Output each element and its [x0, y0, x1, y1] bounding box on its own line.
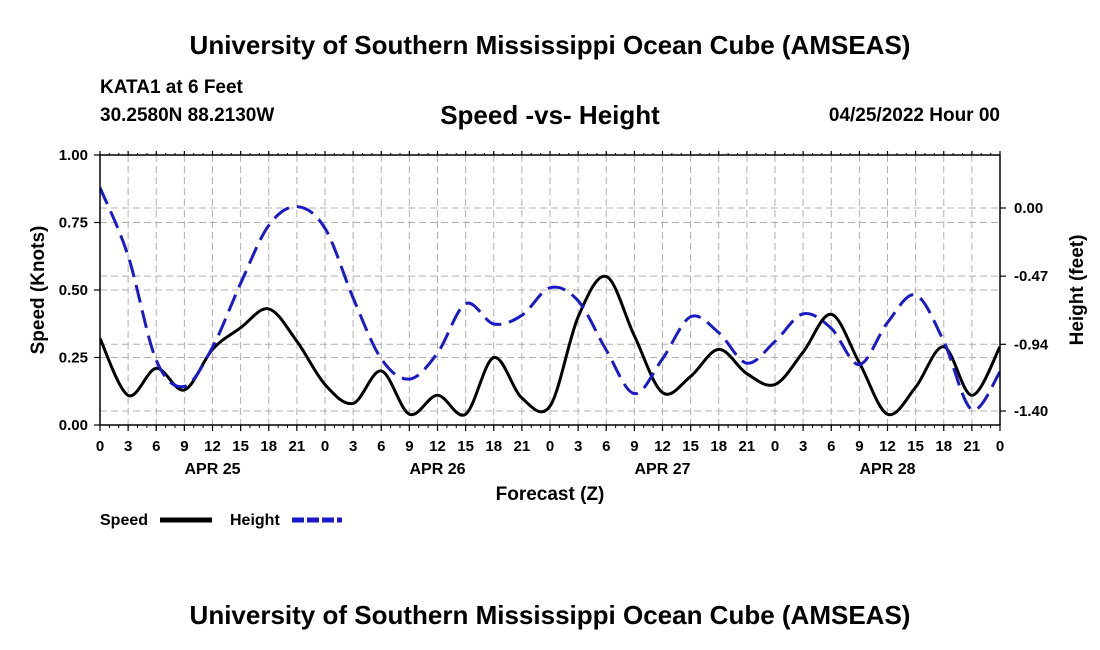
speed-series-line: [100, 274, 1000, 417]
series-lines: [100, 187, 1000, 417]
left-y-tick-label: 0.25: [59, 350, 88, 367]
right-y-axis-label: Height (feet): [1067, 235, 1088, 346]
forecast-datetime: 04/25/2022 Hour 00: [828, 105, 1000, 126]
x-tick-label: 15: [457, 438, 474, 455]
left-y-tick-label: 1.00: [59, 147, 88, 164]
x-tick-label: 15: [907, 438, 924, 455]
chart-title: University of Southern Mississippi Ocean…: [189, 30, 911, 60]
x-tick-label: 21: [289, 438, 306, 455]
right-y-tick-label: -0.94: [1014, 336, 1049, 353]
height-series-line: [100, 187, 1000, 412]
right-y-tick-label: -1.40: [1014, 403, 1048, 420]
x-tick-label: 12: [429, 438, 446, 455]
day-label: APR 27: [634, 461, 690, 478]
x-axis-label: Forecast (Z): [496, 484, 605, 505]
legend-height-label: Height: [230, 512, 280, 529]
legend-speed-label: Speed: [100, 512, 148, 529]
left-y-tick-label: 0.75: [59, 215, 88, 232]
left-y-tick-label: 0.00: [59, 417, 88, 434]
x-tick-label: 3: [349, 438, 357, 455]
x-tick-label: 0: [546, 438, 554, 455]
grid-lines: [100, 155, 1000, 425]
x-tick-label: 18: [935, 438, 952, 455]
x-tick-label: 21: [514, 438, 531, 455]
chart-subtitle: Speed -vs- Height: [440, 100, 660, 130]
x-tick-label: 15: [682, 438, 699, 455]
day-label: APR 25: [184, 461, 240, 478]
day-label: APR 26: [409, 461, 465, 478]
x-tick-label: 3: [574, 438, 582, 455]
axes: 0 3 6 9 12 15 18 21 0 3 6 9 12 15 18 21 0 3 6 9 12 15 18 21 0 3 6 9…: [59, 147, 1049, 478]
right-y-tick-label: 0.00: [1014, 200, 1043, 217]
x-tick-label: 9: [180, 438, 188, 455]
x-tick-label: 0: [996, 438, 1004, 455]
x-tick-label: 18: [485, 438, 502, 455]
coordinates-label: 30.2580N 88.2130W: [100, 105, 275, 126]
legend: Speed Height: [100, 512, 342, 529]
footer-title: University of Southern Mississippi Ocean…: [189, 600, 911, 630]
right-y-tick-label: -0.47: [1014, 268, 1048, 285]
x-tick-label: 3: [799, 438, 807, 455]
day-label: APR 28: [859, 461, 915, 478]
x-tick-label: 18: [710, 438, 727, 455]
x-tick-label: 12: [654, 438, 671, 455]
x-tick-label: 6: [602, 438, 610, 455]
station-label: KATA1 at 6 Feet: [100, 77, 243, 98]
x-tick-label: 18: [260, 438, 277, 455]
x-tick-label: 12: [204, 438, 221, 455]
x-tick-label: 0: [771, 438, 779, 455]
x-tick-label: 3: [124, 438, 132, 455]
x-tick-label: 6: [152, 438, 160, 455]
left-y-tick-label: 0.50: [59, 282, 88, 299]
x-tick-label: 0: [321, 438, 329, 455]
x-tick-label: 9: [405, 438, 413, 455]
x-tick-label: 21: [964, 438, 981, 455]
x-tick-label: 21: [739, 438, 756, 455]
left-y-axis-label: Speed (Knots): [28, 226, 49, 355]
x-tick-label: 9: [855, 438, 863, 455]
x-tick-label: 6: [377, 438, 385, 455]
x-tick-label: 9: [630, 438, 638, 455]
x-tick-label: 6: [827, 438, 835, 455]
x-tick-label: 12: [879, 438, 896, 455]
x-tick-label: 0: [96, 438, 104, 455]
x-tick-label: 15: [232, 438, 249, 455]
